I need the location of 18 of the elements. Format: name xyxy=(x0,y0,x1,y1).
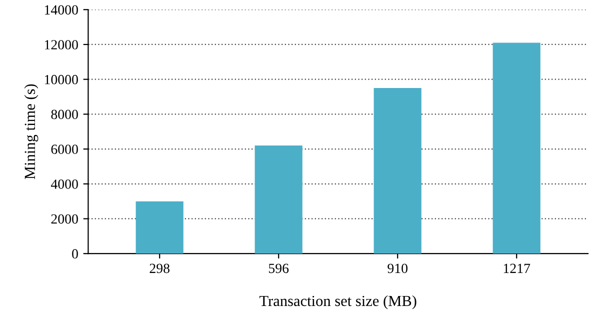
x-tick-label: 910 xyxy=(388,264,408,274)
y-axis-title: Mining time (s) xyxy=(24,84,38,180)
y-tick-label: 2000 xyxy=(51,214,78,224)
y-tick-label: 0 xyxy=(72,249,78,259)
bar xyxy=(254,146,302,254)
y-tick-label: 6000 xyxy=(51,144,78,154)
y-tick-label: 14000 xyxy=(44,5,78,15)
bar xyxy=(374,88,422,254)
bar xyxy=(136,201,184,254)
x-tick-label: 1217 xyxy=(504,264,530,273)
x-tick-label: 596 xyxy=(268,264,289,274)
bar xyxy=(492,42,540,254)
y-tick-label: 4000 xyxy=(50,179,78,189)
x-tick-label: 298 xyxy=(150,264,170,274)
y-tick-label: 12000 xyxy=(44,40,78,50)
y-tick-label: 10000 xyxy=(44,74,78,84)
x-axis-title: Transaction set size (MB) xyxy=(260,295,416,310)
y-tick-label: 8000 xyxy=(51,110,78,120)
